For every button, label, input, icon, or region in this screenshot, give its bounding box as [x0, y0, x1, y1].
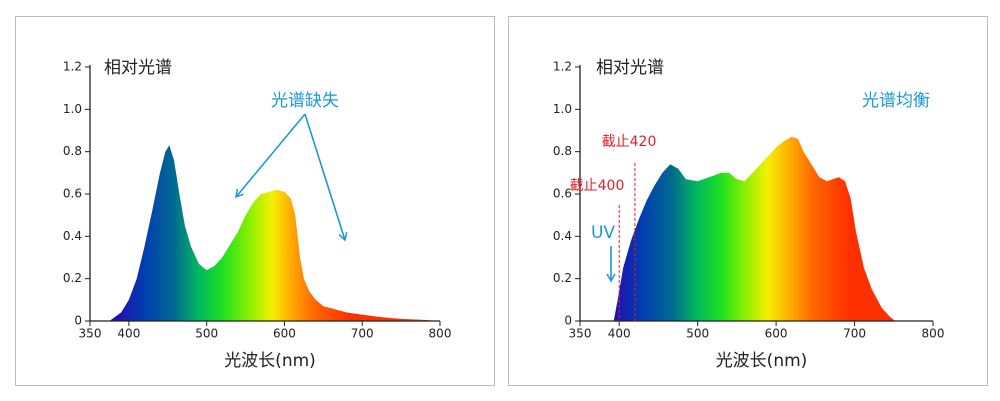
y-tick-label: 0.2: [63, 271, 82, 285]
y-tick-label: 1.2: [553, 60, 572, 74]
annotation: 光谱均衡: [862, 91, 930, 111]
x-axis-label: 光波长(nm): [716, 351, 808, 371]
y-tick-label: 1.0: [63, 102, 82, 116]
chart-title: 相对光谱: [596, 58, 664, 78]
x-tick-label: 600: [273, 327, 296, 341]
x-tick-label: 800: [429, 327, 452, 341]
cutoff-label: 截止400: [570, 178, 625, 194]
y-tick-label: 0.6: [63, 187, 82, 201]
y-tick-label: 0.6: [553, 187, 572, 201]
spectrum-area: [109, 145, 441, 321]
spectrum-area: [613, 136, 896, 321]
cutoff-label: 截止420: [602, 134, 657, 150]
y-tick-label: 0.4: [553, 229, 572, 243]
annotation: 光谱缺失: [271, 91, 339, 111]
x-tick-label: 700: [843, 327, 866, 341]
y-tick-label: 0.8: [63, 144, 82, 158]
x-tick-label: 800: [922, 327, 945, 341]
x-tick-label: 350: [569, 327, 592, 341]
y-tick-label: 0.2: [553, 271, 572, 285]
y-tick-label: 0: [74, 314, 82, 328]
x-tick-label: 600: [765, 327, 788, 341]
x-axis-label: 光波长(nm): [224, 351, 316, 371]
x-tick-label: 350: [79, 327, 102, 341]
x-tick-label: 700: [351, 327, 374, 341]
y-tick-label: 1.2: [63, 60, 82, 74]
x-tick-label: 400: [117, 327, 140, 341]
annotation: UV: [591, 223, 615, 243]
y-tick-label: 0.4: [63, 229, 82, 243]
chart-title: 相对光谱: [104, 58, 172, 78]
arrows: [235, 113, 616, 283]
y-tick-label: 0.8: [553, 144, 572, 158]
x-tick-label: 400: [608, 327, 631, 341]
x-tick-label: 500: [195, 327, 218, 341]
y-tick-label: 0: [564, 314, 572, 328]
y-tick-label: 1.0: [553, 102, 572, 116]
x-tick-label: 500: [686, 327, 709, 341]
